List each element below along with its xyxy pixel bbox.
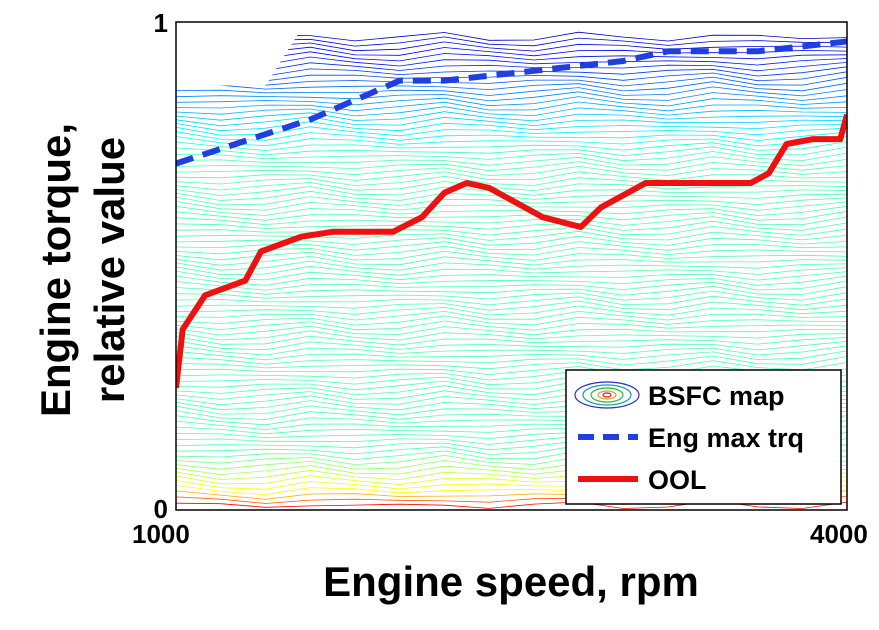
bsfc-contour-line (176, 151, 847, 162)
bsfc-contour-line (176, 205, 847, 216)
bsfc-contour-line (176, 250, 847, 261)
bsfc-contour-line (176, 161, 847, 172)
bsfc-contour-line (176, 101, 847, 112)
y-tick-label-bottom: 0 (154, 494, 168, 524)
bsfc-contour-line (176, 345, 847, 356)
bsfc-contour-line (176, 91, 847, 102)
bsfc-contour-line (176, 265, 847, 276)
series-layer (176, 38, 847, 389)
bsfc-contour-line (176, 76, 847, 87)
plot-frame (175, 21, 848, 511)
bsfc-contour-line (176, 56, 847, 67)
series-line-eng-max-trq (176, 38, 847, 167)
bsfc-contour-line (176, 230, 847, 241)
legend-map-icon (574, 381, 640, 409)
legend: BSFC map Eng max trq OOL (565, 369, 842, 505)
y-tick-label-top: 1 (154, 8, 168, 38)
bsfc-contour-line (176, 295, 847, 306)
bsfc-contour-line (176, 270, 847, 281)
bsfc-contour-line (176, 210, 847, 221)
bsfc-contour-line (176, 51, 847, 62)
bsfc-contour-line (176, 325, 847, 336)
bsfc-contour-line (176, 290, 847, 301)
bsfc-contour-line (176, 181, 847, 192)
bsfc-contour-line (176, 330, 847, 341)
bsfc-contour-line (176, 96, 847, 107)
bsfc-contour-line (176, 225, 847, 236)
bsfc-contour-line (176, 86, 847, 97)
bsfc-contour-line (176, 106, 847, 117)
bsfc-contour-line (176, 156, 847, 167)
bsfc-contour-line (176, 126, 847, 137)
bsfc-contour-line (176, 216, 847, 226)
bsfc-contour-line (176, 305, 847, 316)
bsfc-contour-line (176, 355, 847, 366)
bsfc-contour-line (176, 186, 847, 196)
bsfc-contour-line (176, 365, 847, 376)
legend-label-ool: OOL (648, 465, 707, 495)
bsfc-contour-line (176, 116, 847, 127)
bsfc-contour-line (176, 136, 847, 147)
x-tick-label-right: 4000 (810, 519, 868, 549)
bsfc-contour-line (176, 320, 847, 331)
bsfc-contour-line (176, 201, 847, 211)
bsfc-contour-line (176, 300, 847, 311)
map-blank-region (176, 22, 306, 86)
bsfc-contour-line (176, 146, 847, 157)
y-axis-title-line-2: relative value (86, 137, 133, 403)
legend-label-bsfc-map: BSFC map (648, 381, 785, 411)
bsfc-contour-line (176, 61, 847, 72)
bsfc-contour-line (176, 340, 847, 351)
bsfc-contour-line (176, 280, 847, 291)
bsfc-contour-line (176, 165, 847, 177)
bsfc-contour-line (176, 310, 847, 321)
x-axis-title: Engine speed, rpm (323, 558, 699, 605)
series-line-ool (176, 113, 847, 389)
bsfc-contour-line (176, 335, 847, 346)
bsfc-contour-line (176, 220, 847, 231)
bsfc-contour-line (176, 260, 847, 271)
bsfc-contour-line (176, 81, 847, 92)
x-tick-label-left: 1000 (132, 519, 190, 549)
bsfc-contour-line (176, 141, 847, 152)
bsfc-contour-line (176, 111, 847, 122)
bsfc-contour-line (176, 245, 847, 256)
bsfc-contour-line (176, 131, 847, 141)
bsfc-contour-line (176, 315, 847, 326)
legend-label-eng-max-trq: Eng max trq (648, 423, 804, 453)
bsfc-contour-line (176, 171, 847, 181)
bsfc-contour-line (176, 255, 847, 266)
bsfc-contour-line (176, 285, 847, 296)
bsfc-contour-line (176, 350, 847, 361)
bsfc-contour-line (176, 360, 847, 371)
y-axis-title-line-1: Engine torque, (32, 123, 79, 417)
bsfc-contour-line (176, 275, 847, 286)
